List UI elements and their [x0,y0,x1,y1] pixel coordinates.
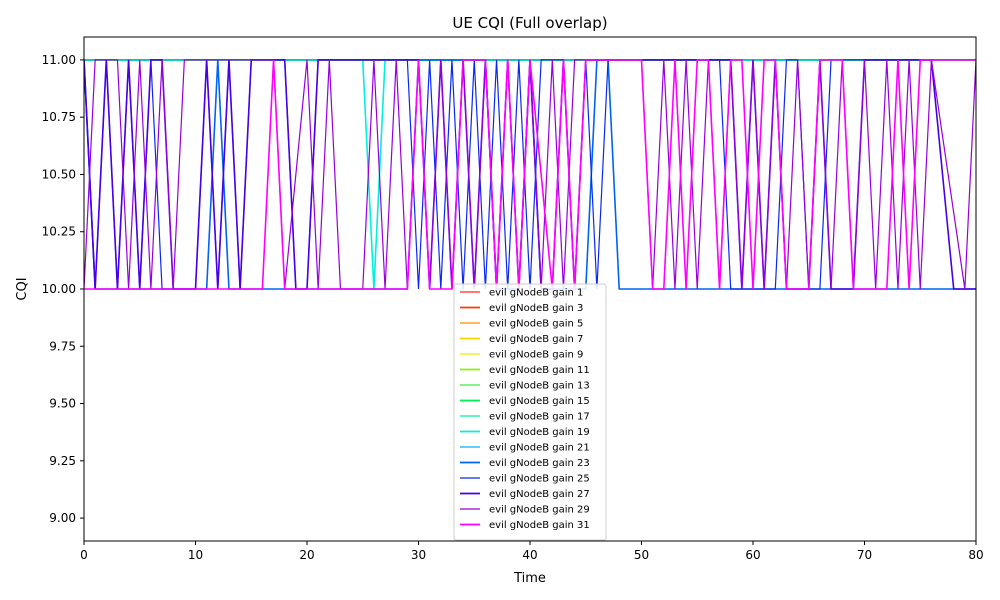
x-tick-label: 40 [522,548,537,562]
legend-entry: evil gNodeB gain 23 [489,458,590,469]
x-tick-label: 50 [634,548,649,562]
series-line-16 [84,59,976,290]
y-tick-label: 9.00 [49,511,76,525]
y-tick-label: 9.75 [49,339,76,353]
y-axis-label: CQI [15,277,30,300]
y-axis-ticks: 9.00 9.25 9.50 9.75 10.00 10.25 10.50 10.75 11.0… [42,53,84,525]
legend-entry: evil gNodeB gain 19 [489,427,590,438]
x-axis-label: Time [513,571,546,586]
legend-entry: evil gNodeB gain 27 [489,489,590,500]
x-tick-label: 0 [80,548,88,562]
legend-entry: evil gNodeB gain 5 [489,319,583,330]
legend-entry: evil gNodeB gain 9 [489,350,583,361]
legend-entry: evil gNodeB gain 15 [489,396,590,407]
legend: evil gNodeB gain 1 evil gNodeB gain 3 evil… [453,283,607,541]
y-tick-label: 9.25 [49,454,76,468]
legend-entry: evil gNodeB gain 13 [489,381,590,392]
x-tick-label: 70 [857,548,872,562]
x-tick-label: 80 [968,548,983,562]
legend-entry: evil gNodeB gain 29 [489,505,590,516]
chart-title: UE CQI (Full overlap) [452,14,607,32]
y-tick-label: 10.00 [42,282,76,296]
y-tick-label: 10.25 [42,225,76,239]
y-tick-label: 10.50 [42,167,76,181]
x-tick-label: 10 [188,548,203,562]
y-tick-label: 9.50 [49,397,76,411]
legend-entry: evil gNodeB gain 31 [489,520,590,531]
legend-entry: evil gNodeB gain 21 [489,443,590,454]
legend-entry: evil gNodeB gain 17 [489,412,590,423]
x-tick-label: 20 [299,548,314,562]
x-tick-label: 30 [411,548,426,562]
y-tick-label: 11.00 [42,53,76,67]
legend-entry: evil gNodeB gain 1 [489,288,583,299]
legend-entry: evil gNodeB gain 25 [489,474,590,485]
x-axis-ticks: 0 10 20 30 40 50 60 70 80 [80,541,984,562]
x-tick-label: 60 [745,548,760,562]
legend-entry: evil gNodeB gain 11 [489,365,590,376]
y-tick-label: 10.75 [42,110,76,124]
legend-entry: evil gNodeB gain 3 [489,303,583,314]
legend-entry: evil gNodeB gain 7 [489,334,583,345]
legend-box [453,283,607,541]
